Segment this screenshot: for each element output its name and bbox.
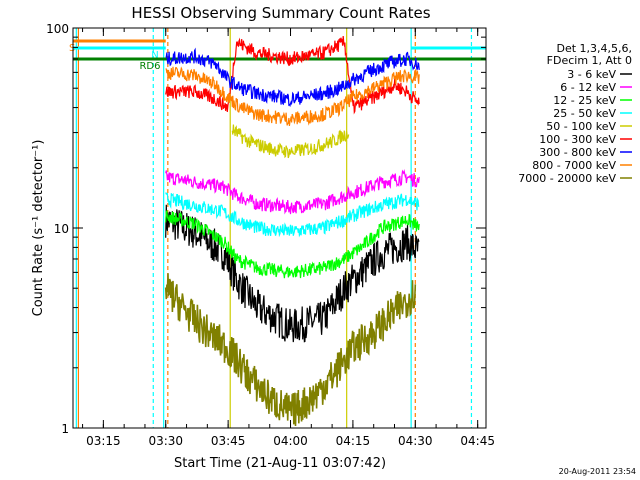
legend-entry-label: 50 - 100 keV [546,120,616,133]
series-layer [164,35,420,427]
series-line [165,204,420,343]
flag-label: RD6 [139,61,160,72]
legend-entry-label: 25 - 50 keV [553,107,616,120]
series-line [165,66,420,126]
y-tick-label: 1 [61,422,69,436]
flag-label: S [69,43,75,54]
x-tick-label: 03:45 [211,434,246,448]
series-line [165,210,420,279]
series-line [164,273,417,427]
x-tick-label: 03:15 [86,434,121,448]
x-axis-label: Start Time (21-Aug-11 03:07:42) [174,456,386,471]
legend: Det 1,3,4,5,6,FDecim 1, Att 03 - 6 keV6 … [518,42,632,185]
legend-entry-label: 6 - 12 keV [560,81,616,94]
y-tick-label: 10 [54,222,69,236]
y-tick-label: 100 [46,22,69,36]
series-line [165,192,420,238]
series-line [165,169,420,215]
series-line [165,35,420,115]
x-tick-label: 04:45 [460,434,495,448]
legend-entry-label: 12 - 25 keV [553,94,616,107]
y-axis-label: Count Rate (s⁻¹ detector⁻¹) [31,140,46,317]
series-line [231,124,350,159]
legend-entry-label: 7000 - 20000 keV [518,172,616,185]
x-tick-label: 04:00 [273,434,308,448]
legend-entry-label: 3 - 6 keV [567,68,616,81]
flag-label: N [151,50,158,61]
x-tick-label: 04:15 [336,434,371,448]
legend-entry-label: 100 - 300 keV [539,133,616,146]
x-tick-label: 03:30 [148,434,183,448]
series-line [165,47,420,108]
footer-timestamp: 20-Aug-2011 23:54 [559,467,636,476]
legend-header: FDecim 1, Att 0 [547,54,632,67]
legend-entry-label: 800 - 7000 keV [532,159,616,172]
legend-entry-label: 300 - 800 keV [539,146,616,159]
legend-header: Det 1,3,4,5,6, [556,42,632,55]
chart-title: HESSI Observing Summary Count Rates [131,4,430,22]
x-tick-label: 04:30 [398,434,433,448]
axis-ticks: 03:15 03:30 03:45 04:00 04:15 04:30 04:45 1 10 10… [46,22,495,448]
